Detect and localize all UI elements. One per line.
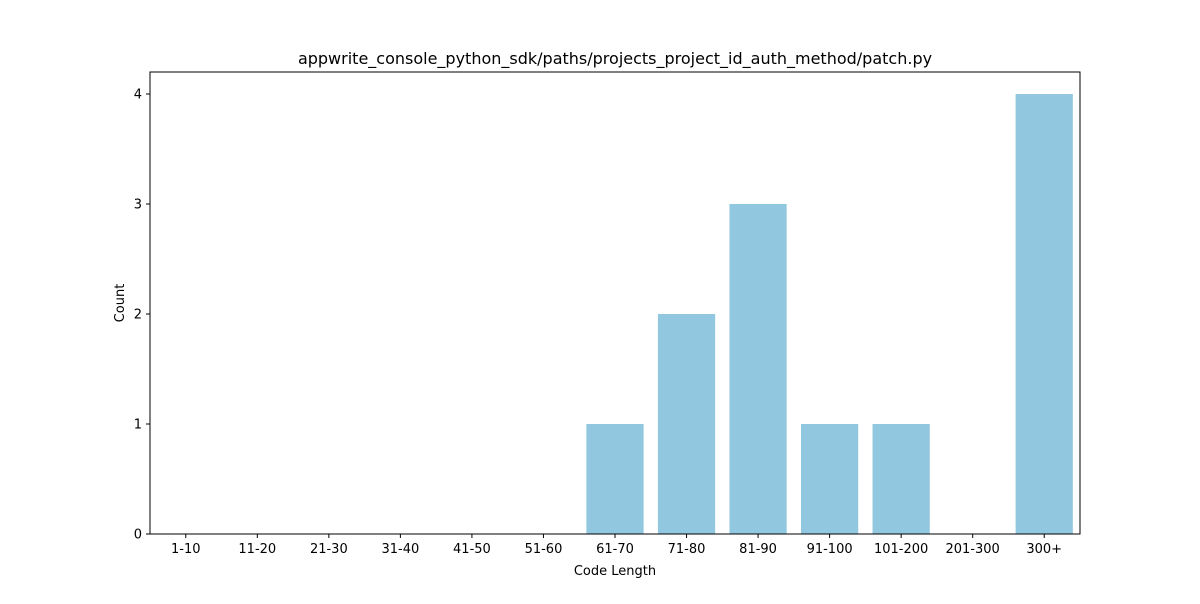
x-tick-label: 41-50 — [453, 542, 491, 557]
x-tick-label: 101-200 — [874, 542, 928, 557]
bar-71-80 — [657, 314, 716, 534]
y-axis-label: Count — [113, 284, 128, 323]
x-tick-label: 1-10 — [171, 542, 201, 557]
x-axis-ticks: 1-10 11-20 21-30 31-40 41-50 51-60 61-70 71-80 8… — [171, 534, 1062, 557]
y-axis-ticks: 0 1 2 3 4 — [134, 88, 150, 543]
bar-91-100 — [801, 424, 859, 534]
chart-title: appwrite_console_python_sdk/paths/projec… — [298, 49, 932, 69]
y-tick-label: 3 — [134, 198, 142, 213]
y-tick-label: 0 — [134, 528, 142, 543]
bar-81-90 — [729, 204, 787, 534]
y-tick-label: 4 — [134, 88, 142, 103]
x-tick-label: 71-80 — [668, 542, 706, 557]
x-tick-label: 21-30 — [310, 542, 348, 557]
x-axis-label: Code Length — [574, 564, 656, 579]
x-tick-label: 91-100 — [807, 542, 853, 557]
bar-101-200 — [872, 424, 930, 534]
x-tick-label: 31-40 — [381, 542, 419, 557]
x-tick-label: 11-20 — [238, 542, 276, 557]
y-tick-label: 1 — [134, 418, 142, 433]
x-tick-label: 300+ — [1026, 542, 1062, 557]
x-tick-label: 201-300 — [946, 542, 1000, 557]
plot-frame — [149, 71, 1081, 535]
x-tick-label: 81-90 — [739, 542, 777, 557]
bar-61-70 — [586, 424, 644, 534]
x-tick-label: 61-70 — [596, 542, 634, 557]
bars-group — [586, 94, 1073, 534]
y-tick-label: 2 — [134, 308, 142, 323]
bar-300+ — [1015, 94, 1073, 534]
x-tick-label: 51-60 — [525, 542, 563, 557]
